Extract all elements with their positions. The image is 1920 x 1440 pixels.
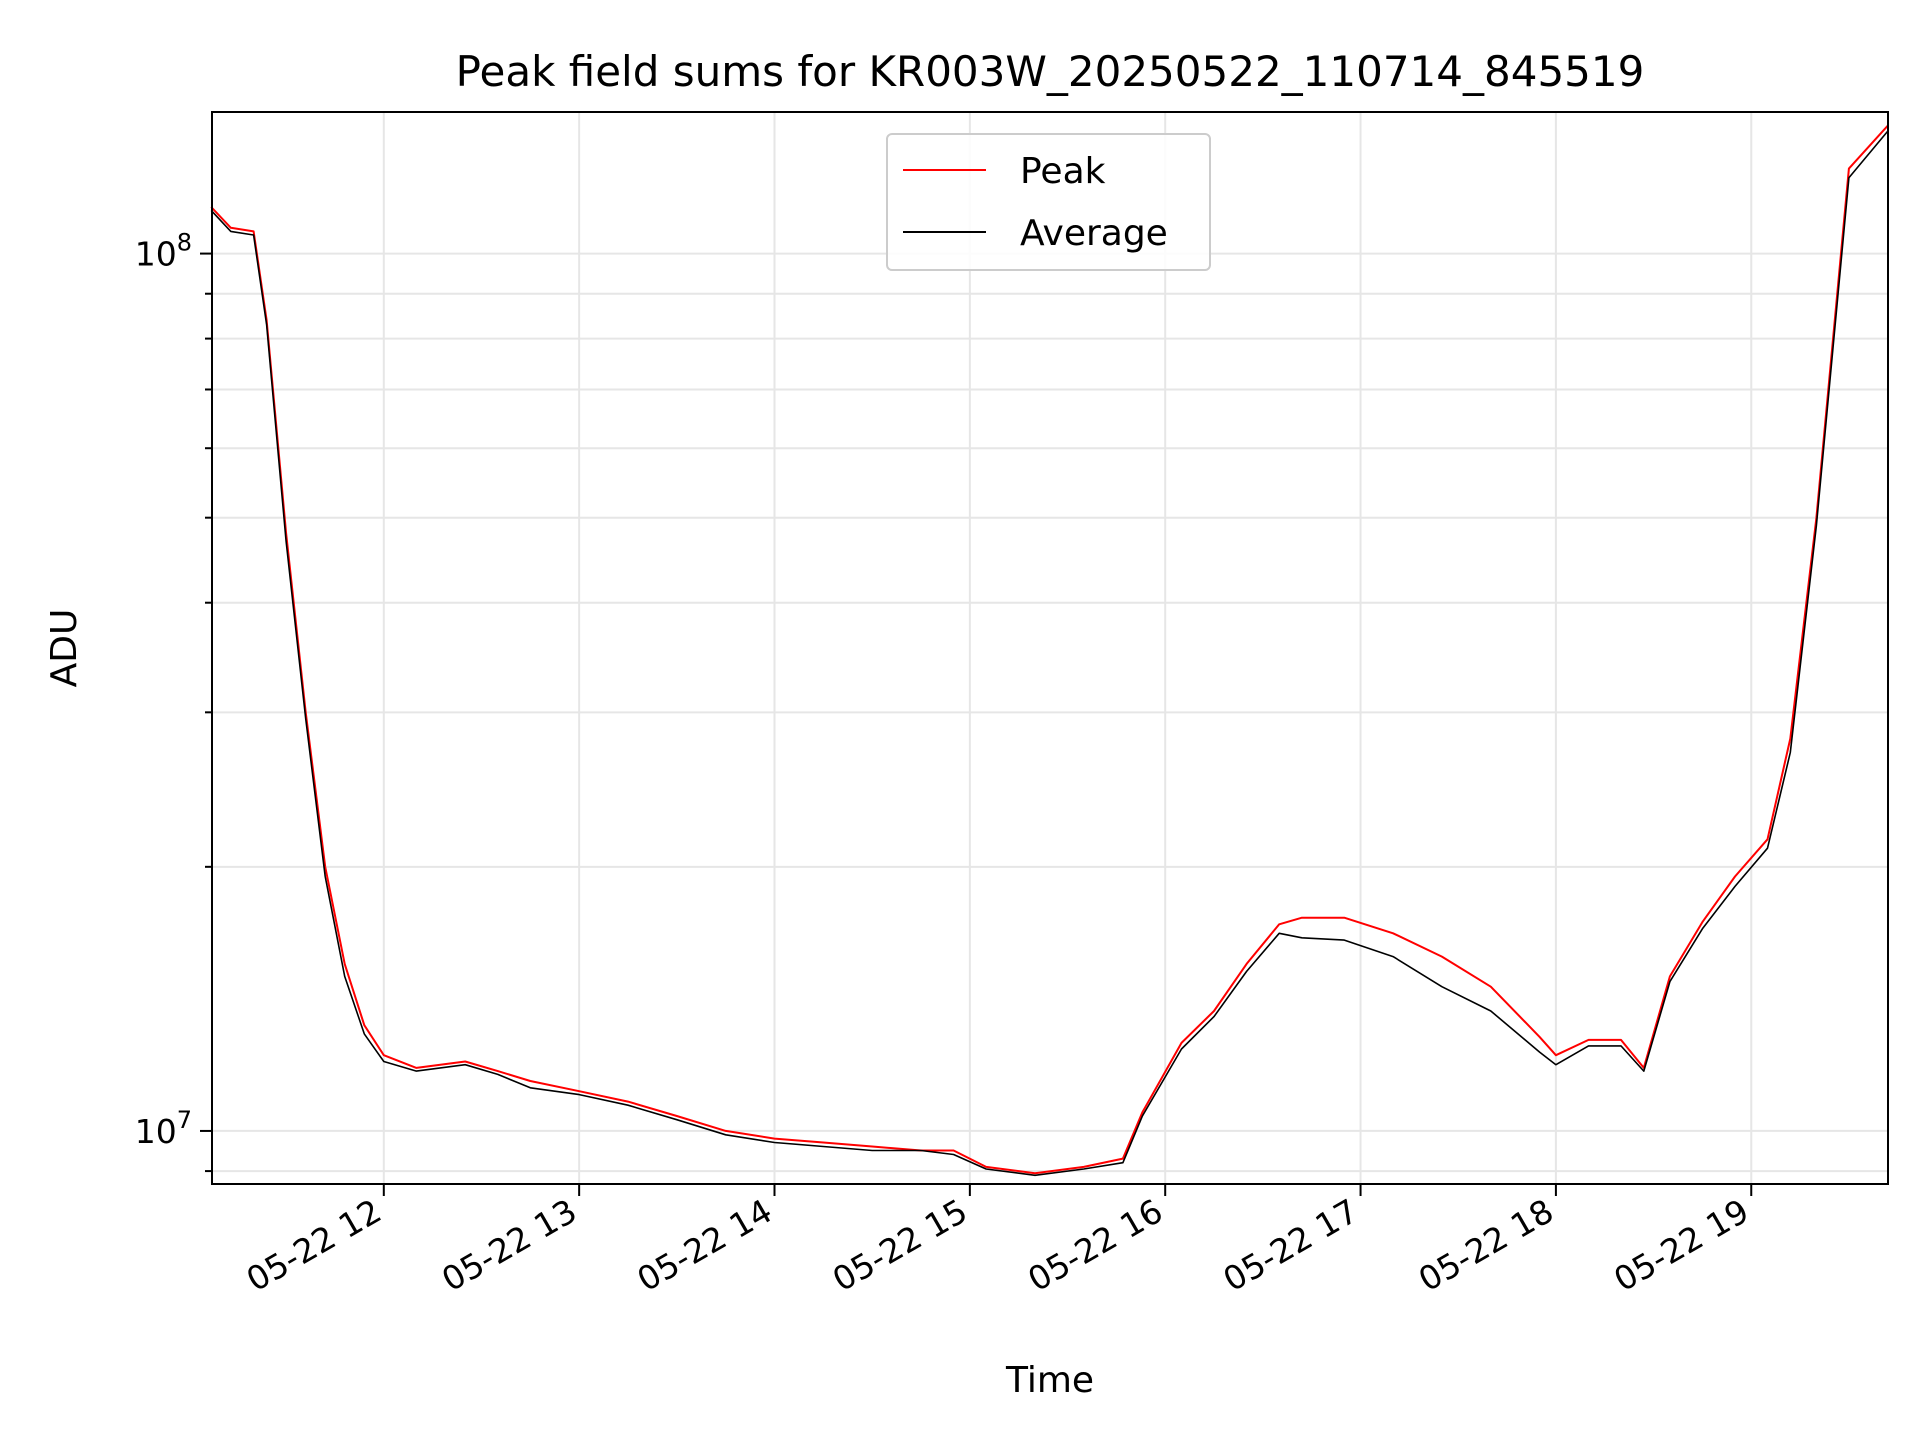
legend-label-average: Average [1020,213,1168,254]
series-line-peak [210,124,1889,1175]
x-axis-title: Time [1005,1360,1094,1401]
y-tick-label: 108 [135,229,192,274]
y-tick-label: 107 [135,1106,192,1151]
plot-area [210,124,1889,1177]
legend-label-peak: Peak [1020,151,1106,192]
legend: Peak Average [886,133,1211,271]
y-axis-title: ADU [44,609,85,688]
series-line-average [210,130,1889,1177]
plot-frame [211,111,1889,1185]
chart-title: Peak field sums for KR003W_20250522_1107… [456,47,1645,96]
grid [212,112,1888,1184]
legend-box [886,133,1211,271]
